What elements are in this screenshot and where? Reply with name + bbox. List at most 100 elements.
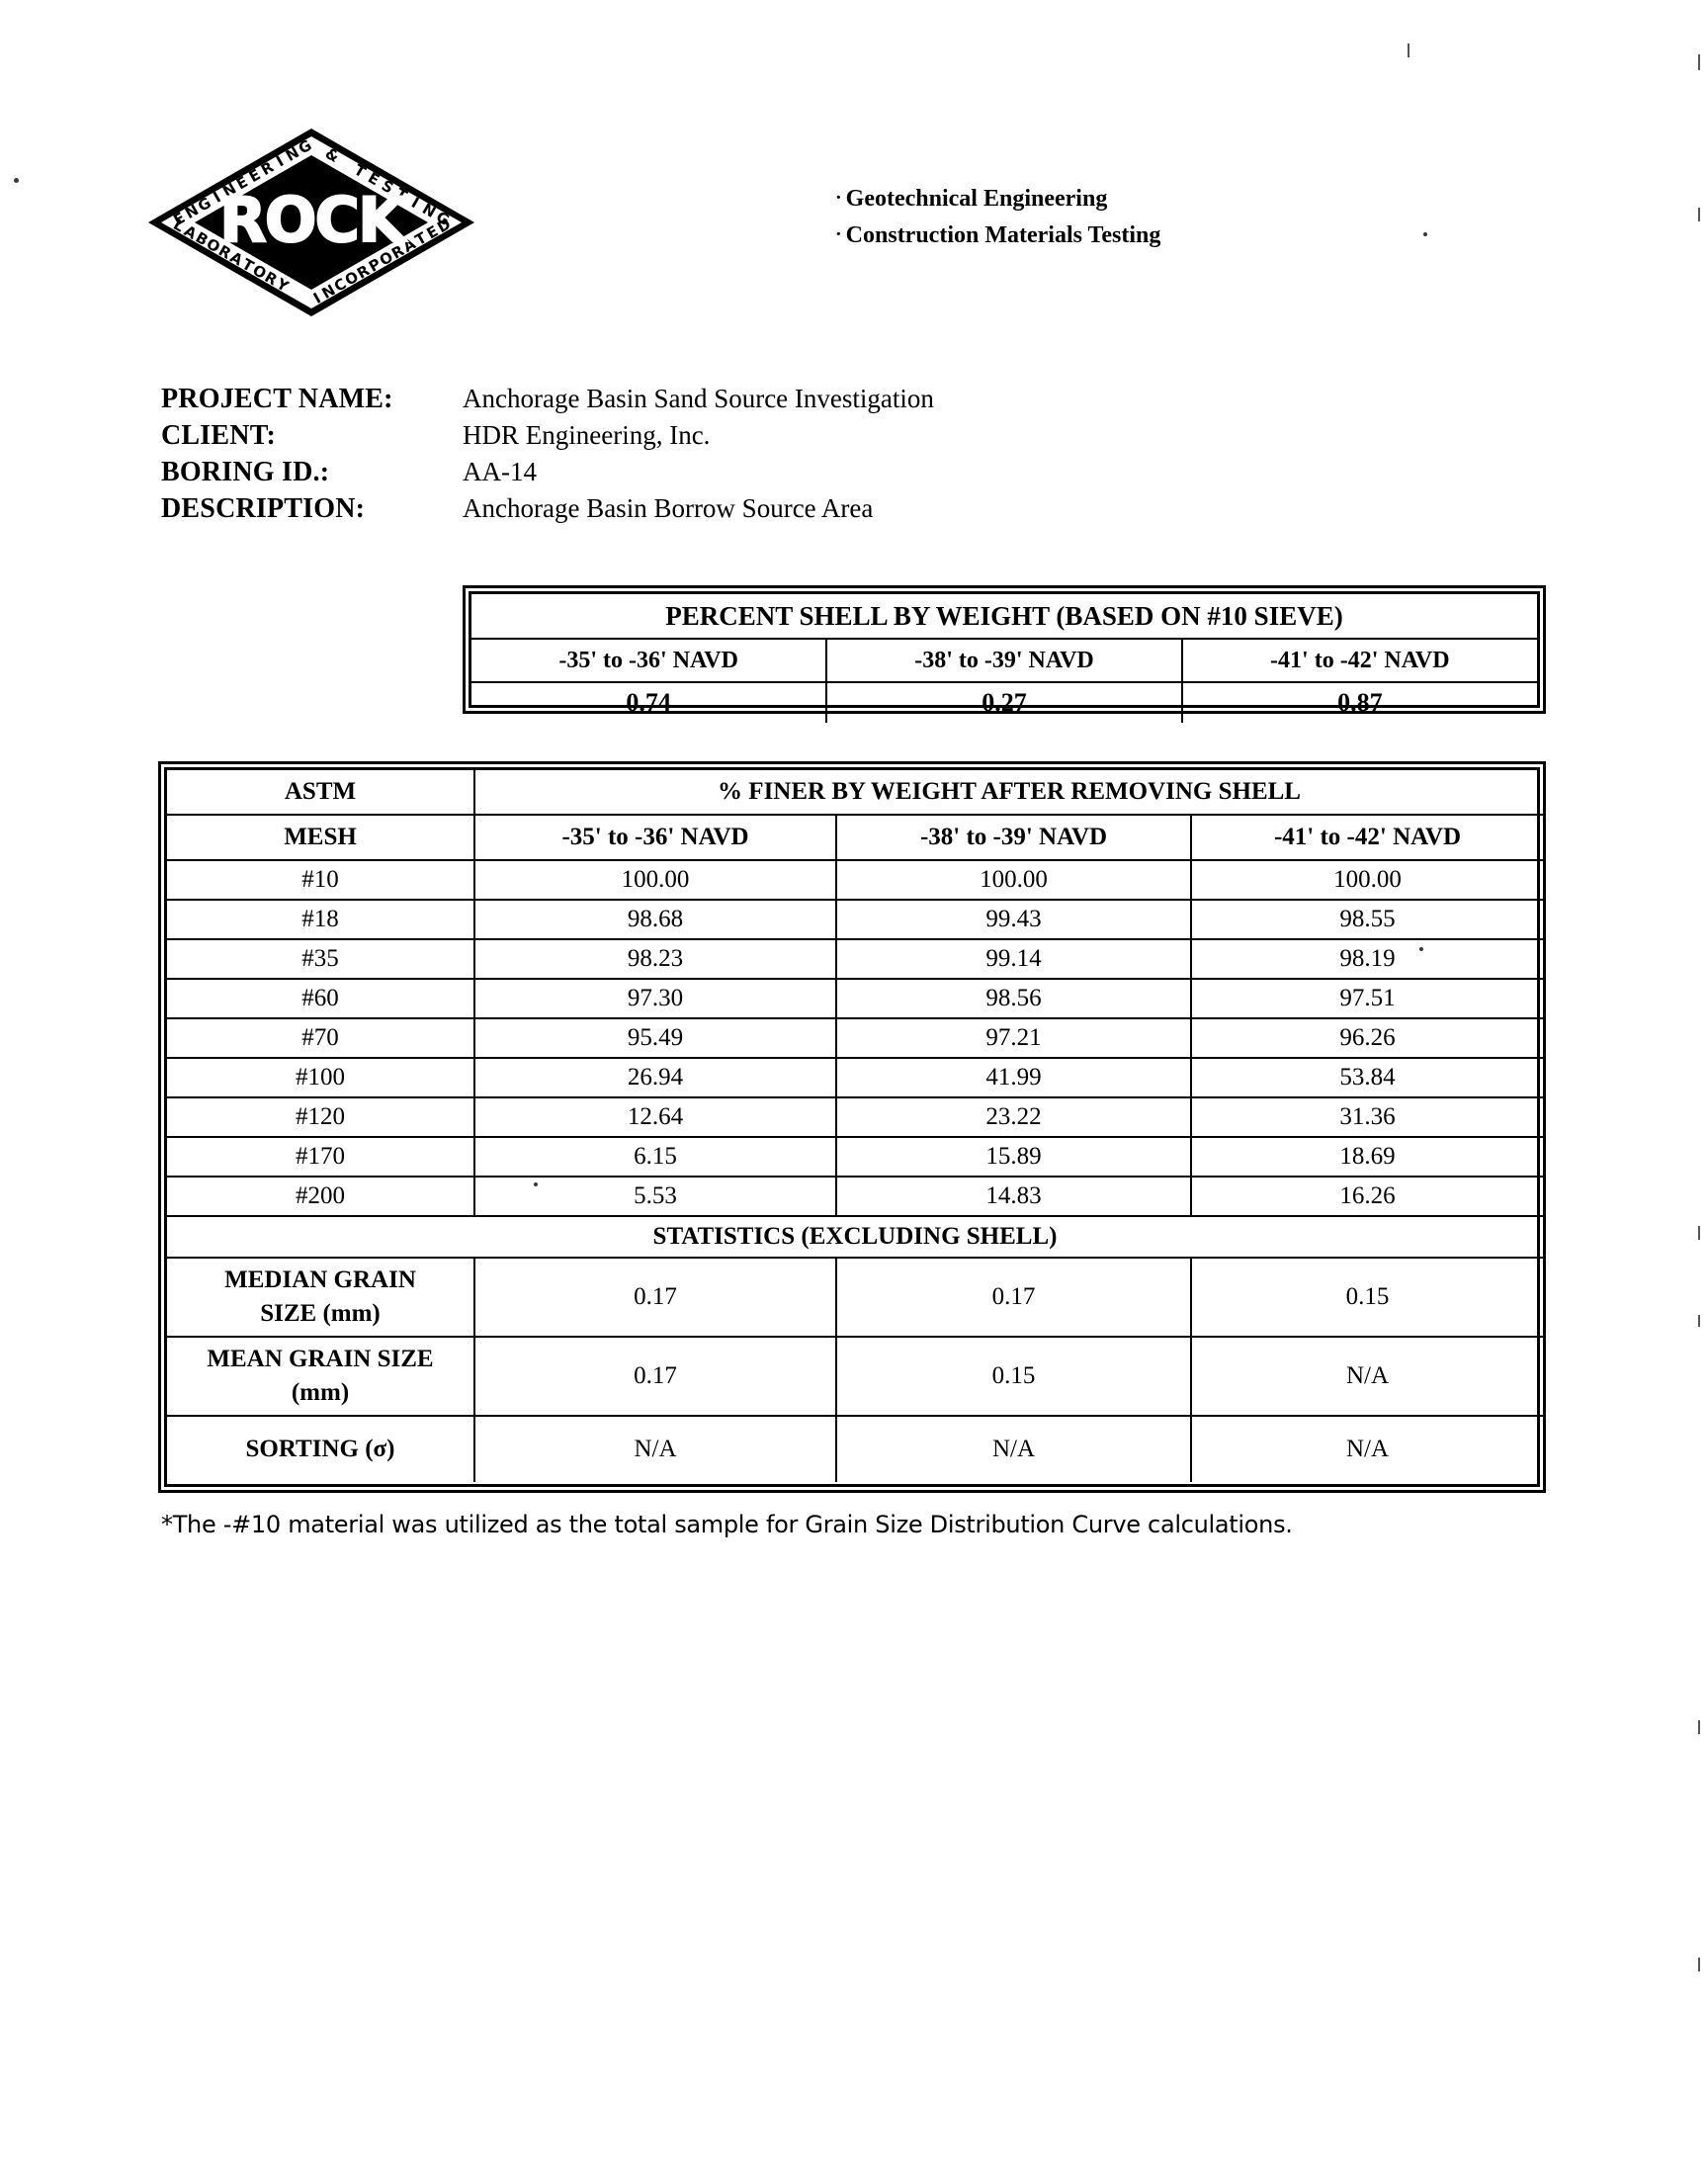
- percent-shell-table-inner-border: PERCENT SHELL BY WEIGHT (BASED ON #10 SI…: [469, 591, 1540, 723]
- cell-value: 0.17: [835, 1257, 1192, 1338]
- column-header-depth-1: -35' to -36' NAVD: [473, 814, 837, 861]
- percent-shell-grid: PERCENT SHELL BY WEIGHT (BASED ON #10 SI…: [471, 594, 1537, 723]
- table-row: #100 26.94 41.99 53.84: [167, 1057, 1544, 1098]
- shell-value-2: 0.27: [825, 681, 1183, 723]
- service-item-construction: · Construction Materials Testing: [835, 217, 1160, 253]
- scan-artifact: [14, 178, 19, 183]
- field-value: HDR Engineering, Inc.: [463, 420, 711, 450]
- statistic-label-median-grain-size: MEDIAN GRAIN SIZE (mm): [167, 1257, 475, 1338]
- scan-artifact: [1698, 1958, 1700, 1971]
- field-label: DESCRIPTION:: [161, 493, 366, 524]
- service-item-geotechnical: · Geotechnical Engineering: [835, 180, 1160, 217]
- row-label-mesh: MESH: [167, 815, 475, 861]
- table-row: #35 98.23 99.14 98.19: [167, 938, 1544, 980]
- cell-value: 98.56: [835, 978, 1192, 1019]
- mesh-label: #100: [167, 1057, 475, 1098]
- cell-value: 100.00: [473, 859, 837, 901]
- mesh-label: #170: [167, 1136, 475, 1178]
- mesh-label: #35: [167, 938, 475, 980]
- table-row: #60 97.30 98.56 97.51: [167, 978, 1544, 1019]
- field-label: CLIENT:: [161, 420, 277, 451]
- statistic-label-line1: MEAN GRAIN SIZE: [207, 1346, 434, 1372]
- statistic-label-line2: SIZE (mm): [260, 1300, 381, 1327]
- cell-value: 14.83: [835, 1176, 1192, 1217]
- column-header-depth-2: -38' to -39' NAVD: [825, 638, 1183, 683]
- mesh-label: #60: [167, 978, 475, 1019]
- table-row: #18 98.68 99.43 98.55: [167, 899, 1544, 940]
- scan-artifact: [1698, 208, 1700, 221]
- scan-artifact: [1698, 1720, 1700, 1734]
- cell-value: 0.15: [1189, 1257, 1544, 1338]
- column-header-depth-3: -41' to -42' NAVD: [1189, 814, 1544, 861]
- field-value: AA-14: [463, 457, 537, 486]
- scan-artifact: [1698, 1315, 1700, 1327]
- cell-value: 99.14: [835, 938, 1192, 980]
- field-label: BORING ID.:: [161, 457, 330, 487]
- cell-value: 12.64: [473, 1096, 837, 1138]
- row-label-astm: ASTM: [167, 770, 475, 816]
- scan-artifact: [1423, 232, 1427, 236]
- service-label: Geotechnical Engineering: [845, 186, 1108, 212]
- column-header-depth-2: -38' to -39' NAVD: [835, 814, 1192, 861]
- bullet-icon: ·: [835, 223, 842, 245]
- cell-value: 98.23: [473, 938, 837, 980]
- cell-value: 26.94: [473, 1057, 837, 1098]
- cell-value: 23.22: [835, 1096, 1192, 1138]
- table-row: #70 95.49 97.21 96.26: [167, 1017, 1544, 1059]
- cell-value: N/A: [835, 1415, 1192, 1482]
- table-row-statistic: MEDIAN GRAIN SIZE (mm) 0.17 0.17 0.15: [167, 1257, 1544, 1338]
- cell-value: 16.26: [1189, 1176, 1544, 1217]
- column-header-depth-1: -35' to -36' NAVD: [471, 638, 828, 683]
- cell-value: 96.26: [1189, 1017, 1544, 1059]
- shell-value-1: 0.74: [471, 681, 828, 723]
- cell-value: 98.19: [1189, 938, 1544, 980]
- table-row: #200 5.53 14.83 16.26: [167, 1176, 1544, 1217]
- mesh-label: #10: [167, 859, 475, 901]
- percent-finer-table: ASTM % FINER BY WEIGHT AFTER REMOVING SH…: [158, 761, 1546, 1493]
- cell-value: 97.21: [835, 1017, 1192, 1059]
- cell-value: N/A: [473, 1415, 837, 1482]
- table-row-statistics-header: STATISTICS (EXCLUDING SHELL): [167, 1215, 1544, 1259]
- cell-value: 98.55: [1189, 899, 1544, 940]
- table-row-columns: -35' to -36' NAVD -38' to -39' NAVD -41'…: [471, 638, 1537, 683]
- scan-artifact: [1408, 44, 1409, 57]
- mesh-label: #200: [167, 1176, 475, 1217]
- cell-value: 97.51: [1189, 978, 1544, 1019]
- statistic-label-line1: MEDIAN GRAIN: [224, 1266, 416, 1293]
- table-row-values: 0.74 0.27 0.87: [471, 681, 1537, 723]
- cell-value: 98.68: [473, 899, 837, 940]
- percent-shell-title: PERCENT SHELL BY WEIGHT (BASED ON #10 SI…: [471, 594, 1537, 640]
- statistic-label-mean-grain-size: MEAN GRAIN SIZE (mm): [167, 1336, 475, 1417]
- mesh-label: #18: [167, 899, 475, 940]
- header-services-list: · Geotechnical Engineering · Construction …: [835, 180, 1160, 253]
- table-row: #10 100.00 100.00 100.00: [167, 859, 1544, 901]
- service-label: Construction Materials Testing: [845, 222, 1161, 248]
- cell-value: 100.00: [835, 859, 1192, 901]
- table-row-header-top: ASTM % FINER BY WEIGHT AFTER REMOVING SH…: [167, 770, 1544, 816]
- cell-value: 0.15: [835, 1336, 1192, 1417]
- project-info-row-project-name: PROJECT NAME: Anchorage Basin Sand Sourc…: [161, 384, 1347, 420]
- percent-shell-table: PERCENT SHELL BY WEIGHT (BASED ON #10 SI…: [463, 585, 1546, 723]
- column-header-depth-3: -41' to -42' NAVD: [1180, 638, 1537, 683]
- project-info-row-client: CLIENT: HDR Engineering, Inc.: [161, 420, 1347, 457]
- cell-value: 0.17: [473, 1336, 837, 1417]
- percent-finer-grid: ASTM % FINER BY WEIGHT AFTER REMOVING SH…: [167, 770, 1544, 1482]
- scan-artifact: [1419, 947, 1423, 951]
- logo-wordmark: ROCK: [218, 184, 406, 256]
- footnote-text: *The -#10 material was utilized as the t…: [161, 1511, 1293, 1538]
- bullet-icon: ·: [835, 187, 842, 209]
- cell-value: 97.30: [473, 978, 837, 1019]
- scan-artifact: [534, 1182, 538, 1186]
- table-row: #170 6.15 15.89 18.69: [167, 1136, 1544, 1178]
- mesh-label: #70: [167, 1017, 475, 1059]
- cell-value: 100.00: [1189, 859, 1544, 901]
- cell-value: 0.17: [473, 1257, 837, 1338]
- percent-finer-table-inner-border: ASTM % FINER BY WEIGHT AFTER REMOVING SH…: [164, 767, 1544, 1487]
- statistic-label-line2: (mm): [291, 1379, 350, 1406]
- field-value: Anchorage Basin Borrow Source Area: [463, 493, 874, 523]
- project-info-row-description: DESCRIPTION: Anchorage Basin Borrow Sour…: [161, 493, 1347, 530]
- field-label: PROJECT NAME:: [161, 384, 393, 414]
- shell-value-3: 0.87: [1180, 681, 1537, 723]
